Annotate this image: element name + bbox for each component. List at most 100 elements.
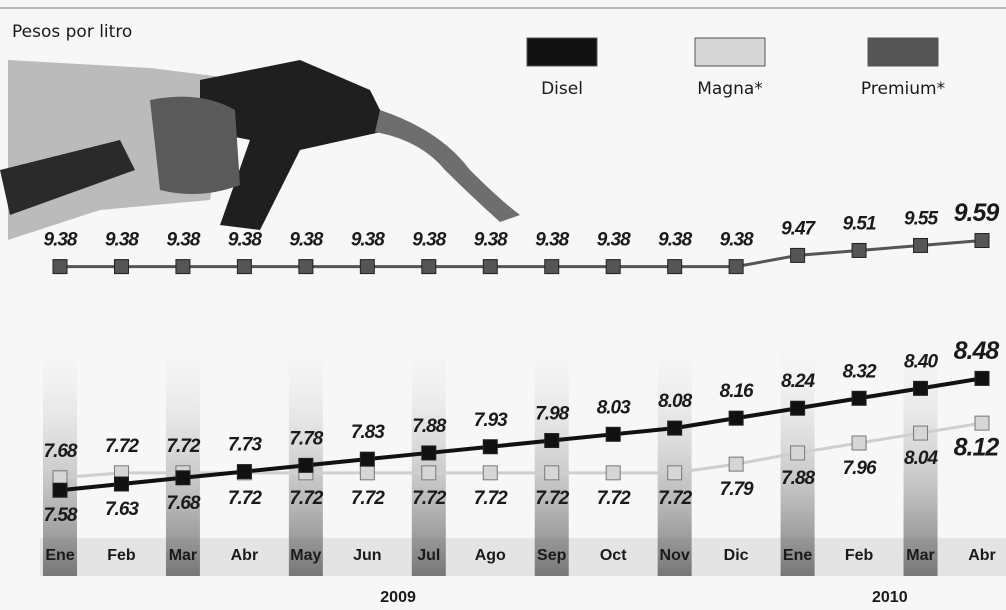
data-label: 7.63 <box>105 499 139 520</box>
data-label: 7.72 <box>351 488 385 509</box>
x-tick-label: Jun <box>353 547 381 564</box>
marker <box>175 470 191 486</box>
data-label: 7.73 <box>228 435 262 456</box>
marker <box>667 465 683 481</box>
data-label: 8.32 <box>843 361 877 382</box>
marker <box>359 465 375 481</box>
legend-label: Premium* <box>861 79 945 99</box>
data-label: 9.38 <box>289 230 323 251</box>
year-label: 2009 <box>380 589 416 606</box>
data-label: 7.93 <box>474 410 508 431</box>
marker <box>482 465 498 481</box>
data-label: 9.59 <box>954 199 1000 227</box>
data-label: 7.72 <box>289 488 323 509</box>
x-tick-label: Feb <box>107 547 136 564</box>
data-label: 7.68 <box>166 493 200 514</box>
data-label: 7.72 <box>228 488 262 509</box>
column-shade <box>43 320 77 576</box>
data-label: 8.08 <box>658 391 692 412</box>
x-tick-label: Mar <box>906 547 934 564</box>
series-line <box>59 376 983 493</box>
marker <box>113 259 129 275</box>
data-label: 9.38 <box>228 230 262 251</box>
marker <box>974 370 990 386</box>
marker <box>359 259 375 275</box>
marker <box>728 259 744 275</box>
data-label: 9.38 <box>597 230 631 251</box>
marker <box>421 445 437 461</box>
data-label: 7.72 <box>658 488 692 509</box>
data-label: 7.72 <box>474 488 508 509</box>
data-label: 9.38 <box>720 230 754 251</box>
data-label: 7.68 <box>44 441 78 462</box>
legend-swatch <box>867 37 939 67</box>
legend-swatch <box>526 37 598 67</box>
legend-label: Disel <box>541 79 583 99</box>
data-label: 9.38 <box>351 230 385 251</box>
data-label: 9.38 <box>166 230 200 251</box>
legend-swatch <box>694 37 766 67</box>
marker <box>605 259 621 275</box>
data-label: 9.55 <box>904 208 938 229</box>
data-label: 8.03 <box>597 397 631 418</box>
marker <box>913 380 929 396</box>
marker <box>728 410 744 426</box>
data-label: 9.38 <box>412 230 446 251</box>
column-shade <box>165 320 200 576</box>
marker <box>421 465 437 481</box>
marker <box>52 259 68 275</box>
marker <box>605 426 621 442</box>
column-shade <box>657 320 692 576</box>
data-label: 9.38 <box>44 230 78 251</box>
x-tick-label: Sep <box>537 547 567 564</box>
data-label: 8.12 <box>954 434 1000 462</box>
legend-label: Magna* <box>697 79 763 99</box>
marker <box>851 435 867 451</box>
data-label: 7.72 <box>105 436 139 457</box>
marker <box>667 420 683 436</box>
x-tick-label: Ago <box>475 547 506 564</box>
data-label: 8.04 <box>904 448 938 469</box>
marker <box>298 259 314 275</box>
category-band <box>40 538 1006 576</box>
data-label: 9.38 <box>474 230 508 251</box>
x-tick-label: Oct <box>600 547 627 564</box>
x-tick-label: Feb <box>845 547 874 564</box>
data-label: 7.72 <box>412 488 446 509</box>
data-label: 8.24 <box>781 371 815 392</box>
marker <box>52 470 68 486</box>
data-label: 7.78 <box>289 428 323 449</box>
data-label: 7.72 <box>597 488 631 509</box>
data-label: 7.79 <box>720 479 754 500</box>
x-tick-label: Nov <box>660 547 690 564</box>
data-label: 7.96 <box>843 458 877 479</box>
marker <box>482 259 498 275</box>
marker <box>667 259 683 275</box>
marker <box>790 445 806 461</box>
marker <box>851 390 867 406</box>
marker <box>236 259 252 275</box>
column-shade <box>903 320 938 576</box>
marker <box>236 464 252 480</box>
data-label: 7.98 <box>535 404 569 425</box>
marker <box>482 439 498 455</box>
marker <box>913 425 929 441</box>
column-shade <box>288 320 323 576</box>
y-axis-label: Pesos por litro <box>12 22 132 42</box>
marker <box>544 465 560 481</box>
data-label: 9.38 <box>658 230 692 251</box>
data-label: 7.88 <box>412 416 446 437</box>
x-tick-label: Dic <box>724 547 749 564</box>
data-label: 7.72 <box>166 436 200 457</box>
series-line <box>60 239 983 269</box>
data-label: 9.38 <box>535 230 569 251</box>
marker <box>113 476 129 492</box>
marker <box>974 233 990 249</box>
data-label: 7.72 <box>535 488 569 509</box>
x-tick-label: Mar <box>169 547 197 564</box>
x-tick-label: Ene <box>783 547 812 564</box>
x-tick-label: Abr <box>968 547 996 564</box>
marker <box>175 259 191 275</box>
data-label: 8.40 <box>904 351 938 372</box>
